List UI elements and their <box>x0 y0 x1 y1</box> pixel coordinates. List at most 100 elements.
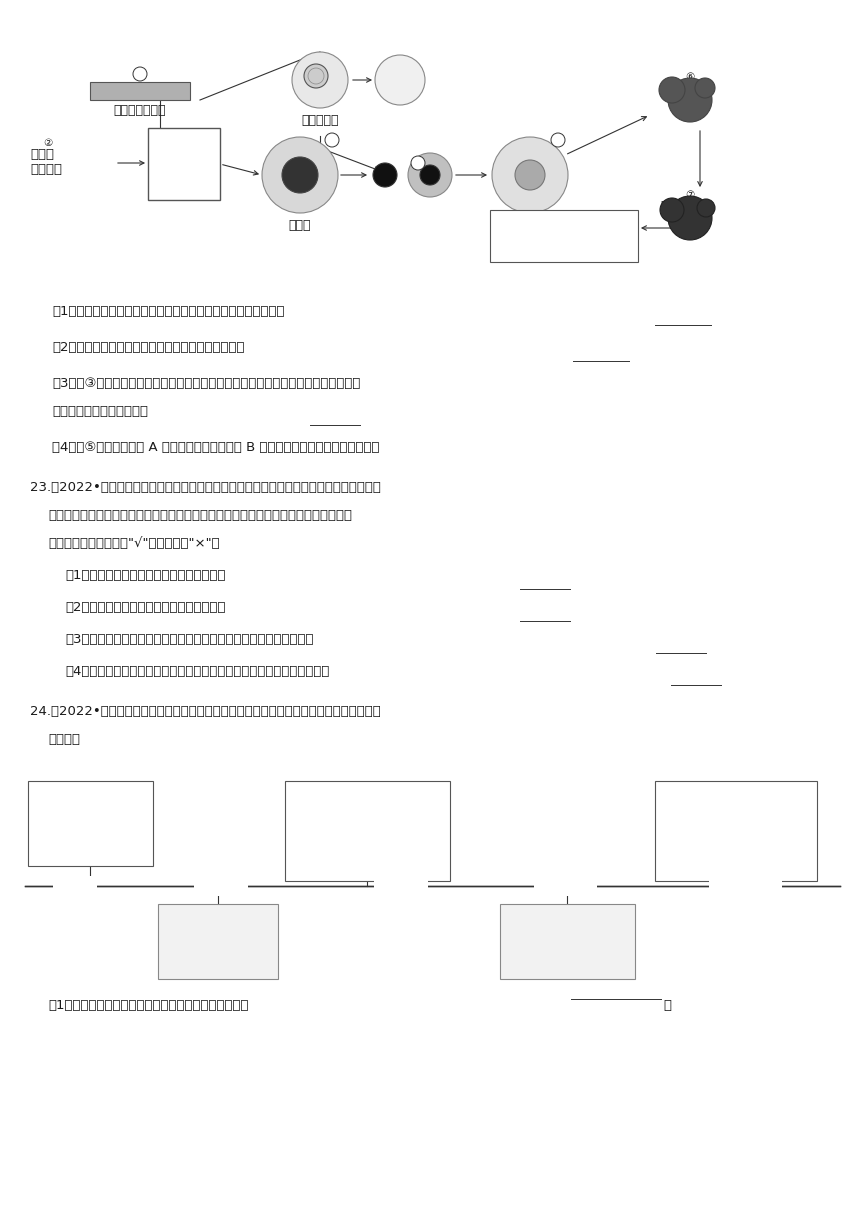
Text: 生理学阶段: 生理学阶段 <box>383 876 417 889</box>
Text: 培养: 培养 <box>176 176 192 188</box>
Text: 干扰素等药物: 干扰素等药物 <box>716 835 757 845</box>
Ellipse shape <box>282 157 318 193</box>
Ellipse shape <box>304 64 328 88</box>
Ellipse shape <box>697 199 715 216</box>
Text: 类血清白蛋白: 类血清白蛋白 <box>542 238 587 250</box>
Ellipse shape <box>133 67 147 81</box>
Text: 列文虎克发明: 列文虎克发明 <box>198 910 238 919</box>
Text: 经验阶段: 经验阶段 <box>61 876 89 889</box>
Text: ①: ① <box>136 67 144 77</box>
Text: 奶牛组织: 奶牛组织 <box>30 163 62 176</box>
Bar <box>194 876 248 896</box>
Bar <box>285 781 450 882</box>
Text: （4）低温贮藏可抑制微生物的生长和繁殖，但不会影响水果的呼吸作用。: （4）低温贮藏可抑制微生物的生长和繁殖，但不会影响水果的呼吸作用。 <box>65 665 329 679</box>
Bar <box>490 210 638 261</box>
Text: 生理学阶段: 生理学阶段 <box>383 876 417 889</box>
Text: 经验阶段: 经验阶段 <box>61 876 89 889</box>
Text: 萄球菌的生长: 萄球菌的生长 <box>546 941 587 951</box>
Text: 微生物: 微生物 <box>207 941 228 951</box>
Bar <box>534 876 597 896</box>
Text: 形态学阶段: 形态学阶段 <box>202 876 237 889</box>
Text: 分散: 分散 <box>176 156 192 169</box>
Bar <box>655 781 817 882</box>
Ellipse shape <box>420 165 440 185</box>
Text: （3）涂膜保鲜技术可在一定程度上减缓微生物在水果上的繁殖速度。: （3）涂膜保鲜技术可在一定程度上减缓微生物在水果上的繁殖速度。 <box>65 634 314 646</box>
Text: 分子生物学阶段: 分子生物学阶段 <box>721 876 770 889</box>
Text: 术要点和克隆技术很相似。: 术要点和克隆技术很相似。 <box>52 405 148 418</box>
Text: 巴斯德否定了自然生命: 巴斯德否定了自然生命 <box>333 787 402 796</box>
Text: 23.（2022•福建模拟）水果有多种保鲜方法，例如低温贮藏、涂膜保鲜等。涂膜即在水果表: 23.（2022•福建模拟）水果有多种保鲜方法，例如低温贮藏、涂膜保鲜等。涂膜即… <box>30 482 381 494</box>
Bar <box>534 876 597 896</box>
Text: （1）在经验阶段，古人生产的酒，主要利用的微生物是: （1）在经验阶段，古人生产的酒，主要利用的微生物是 <box>48 1000 249 1012</box>
Text: （2）涂膜保鲜技术可降低水果的呼吸作用。: （2）涂膜保鲜技术可降低水果的呼吸作用。 <box>65 601 225 614</box>
Text: 弗莱明发现青: 弗莱明发现青 <box>546 910 587 919</box>
Text: 单细胞: 单细胞 <box>289 219 311 232</box>
Ellipse shape <box>373 163 397 187</box>
Bar <box>194 876 248 896</box>
Ellipse shape <box>695 78 715 98</box>
Text: 胚胎: 胚胎 <box>523 219 538 232</box>
Text: 生物化学阶段: 生物化学阶段 <box>544 876 586 889</box>
Text: 据日常生活生: 据日常生活生 <box>69 787 111 800</box>
Text: 是否正确。（正确的打"√"，错误的打"×"）: 是否正确。（正确的打"√"，错误的打"×"） <box>48 537 219 550</box>
Ellipse shape <box>408 153 452 197</box>
Ellipse shape <box>668 78 712 122</box>
Text: 生物生产了胰岛素、: 生物生产了胰岛素、 <box>705 820 767 829</box>
Text: 24.（2022•福建模拟）微生物是生物圈中不可缺少的组成部分，图为微生物的研究史，请据: 24.（2022•福建模拟）微生物是生物圈中不可缺少的组成部分，图为微生物的研究… <box>30 705 381 717</box>
Bar <box>158 903 278 979</box>
Bar <box>374 876 427 896</box>
Text: ⑥: ⑥ <box>685 72 695 81</box>
Text: ②: ② <box>43 137 52 148</box>
Text: 。: 。 <box>663 1000 671 1012</box>
Ellipse shape <box>325 133 339 147</box>
Bar <box>90 81 190 100</box>
Text: 疽病的病原因: 疽病的病原因 <box>347 835 388 845</box>
Ellipse shape <box>515 161 545 190</box>
Text: 血清白蛋白基因: 血清白蛋白基因 <box>114 105 166 117</box>
Text: （1）上述血清白蛋白的生产过程中使用的关键技术是发酵技术。: （1）上述血清白蛋白的生产过程中使用的关键技术是发酵技术。 <box>52 305 285 319</box>
Ellipse shape <box>411 156 425 170</box>
Text: 荷斯坦: 荷斯坦 <box>30 148 54 161</box>
Ellipse shape <box>375 55 425 105</box>
Bar <box>500 903 635 979</box>
Ellipse shape <box>660 198 684 223</box>
Text: （3）将③中的细胞核取出，放入去核卵细胞中，再由融合细胞发育成为胚胎，这个技: （3）将③中的细胞核取出，放入去核卵细胞中，再由融合细胞发育成为胚胎，这个技 <box>52 377 360 390</box>
Text: ⑦: ⑦ <box>685 190 695 199</box>
Text: 近几十年，利用微: 近几十年，利用微 <box>709 803 764 814</box>
Ellipse shape <box>668 196 712 240</box>
Text: ③: ③ <box>328 133 336 143</box>
Text: 形态学阶段: 形态学阶段 <box>202 876 237 889</box>
Text: DN被进一步研究。: DN被进一步研究。 <box>703 787 769 796</box>
Ellipse shape <box>659 77 685 103</box>
Bar <box>709 876 782 896</box>
Text: 产经验，例知: 产经验，例知 <box>69 803 111 816</box>
Text: 未受精的卵: 未受精的卵 <box>301 114 339 126</box>
Text: 图回答。: 图回答。 <box>48 733 80 745</box>
Text: 分子生物学阶段: 分子生物学阶段 <box>721 876 770 889</box>
Text: 乳汁中提取人: 乳汁中提取人 <box>542 218 587 231</box>
Text: 奶牛A: 奶牛A <box>660 83 684 96</box>
Text: （2）该过程证明了性状并不是只由遗传物质控制的。: （2）该过程证明了性状并不是只由遗传物质控制的。 <box>52 340 244 354</box>
Text: 显微镜，发现: 显微镜，发现 <box>198 925 238 935</box>
Bar <box>28 781 153 866</box>
Ellipse shape <box>551 133 565 147</box>
Text: 生物化学阶段: 生物化学阶段 <box>544 876 586 889</box>
Bar <box>374 876 427 896</box>
Ellipse shape <box>292 52 348 108</box>
Text: （4）将⑤胚胎植入奶牛 A 的子宫内，生出的奶牛 B 能分泌含有人类血清白蛋白乳汁。: （4）将⑤胚胎植入奶牛 A 的子宫内，生出的奶牛 B 能分泌含有人类血清白蛋白乳… <box>52 441 379 454</box>
Text: 霉菌能抑制葡: 霉菌能抑制葡 <box>546 925 587 935</box>
Ellipse shape <box>492 137 568 213</box>
Ellipse shape <box>262 137 338 213</box>
Text: 学说。发明了狂犬疫苗: 学说。发明了狂犬疫苗 <box>333 803 402 814</box>
Text: 面涂上一层高分子液态物，其干燥后会形成一层膜，可隔离空气保鲜。请判断下列说法: 面涂上一层高分子液态物，其干燥后会形成一层膜，可隔离空气保鲜。请判断下列说法 <box>48 510 352 522</box>
Text: 科赫发现炭疽杆菌是炭: 科赫发现炭疽杆菌是炭 <box>333 820 402 829</box>
Text: 道过谷物酿酒: 道过谷物酿酒 <box>69 820 111 832</box>
Text: ④: ④ <box>414 156 422 167</box>
Text: 奶牛B: 奶牛B <box>660 199 684 213</box>
Bar <box>53 876 97 896</box>
Bar <box>709 876 782 896</box>
Text: （1）涂膜保鲜技术可减少水果中水分散失。: （1）涂膜保鲜技术可减少水果中水分散失。 <box>65 569 225 582</box>
Bar <box>148 128 220 199</box>
Text: 处理: 处理 <box>176 136 192 150</box>
Bar <box>53 876 97 896</box>
